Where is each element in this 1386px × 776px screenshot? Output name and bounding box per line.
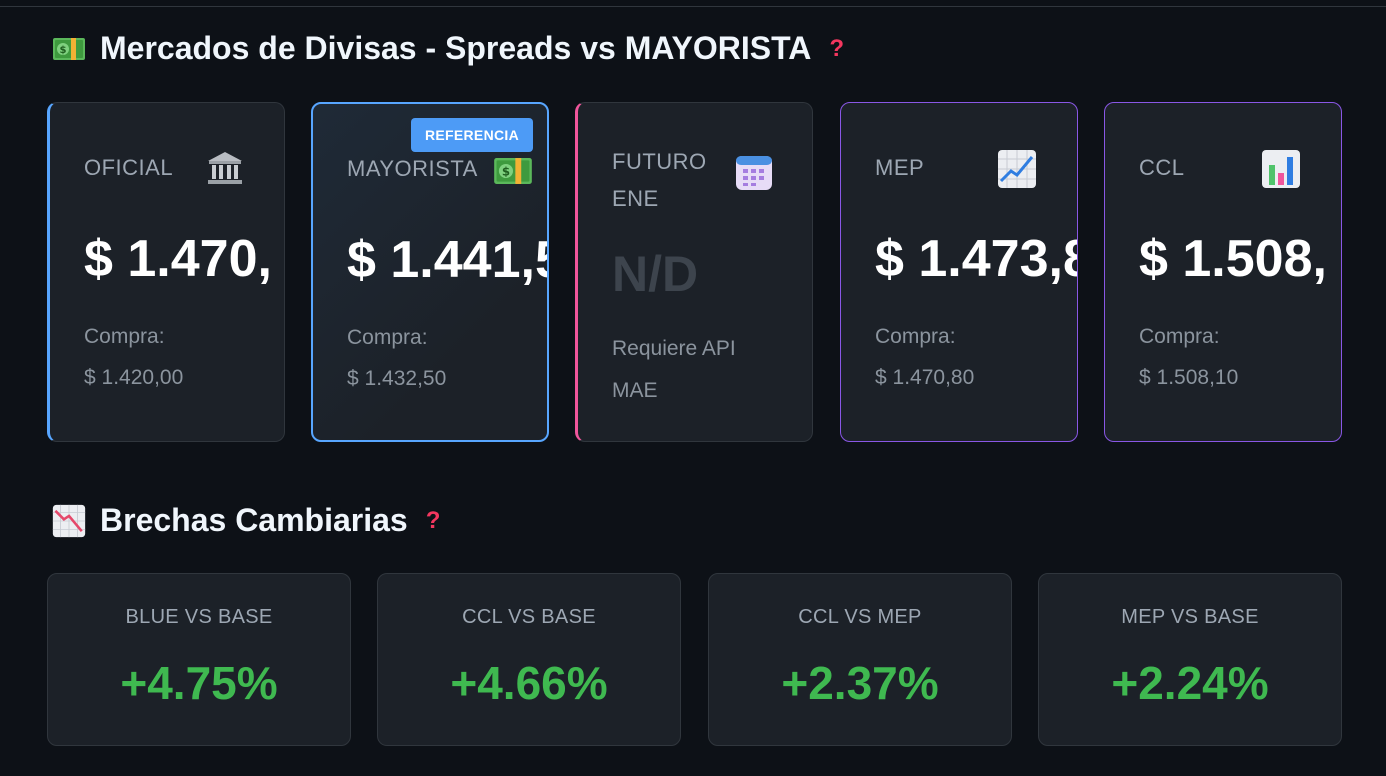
markets-help-icon[interactable]: ? [829, 34, 845, 62]
calendar-icon [734, 153, 772, 191]
sell-price: $ 1.508, [1139, 230, 1327, 288]
card-label: OFICIAL [84, 155, 174, 180]
buy-price: $ 1.508,10 [1139, 366, 1239, 389]
gap-label: MEP VS BASE [1121, 606, 1259, 628]
markets-section-title: $ Mercados de Divisas - Spreads vs MAYOR… [52, 30, 844, 67]
chart-down-icon [52, 504, 86, 538]
gap-card-ccl-vs-mep: CCL VS MEP +2.37% [708, 573, 1012, 746]
buy-price: $ 1.432,50 [347, 367, 447, 390]
svg-text:$: $ [60, 45, 67, 56]
sell-price: $ 1.470, [84, 230, 272, 288]
gaps-help-icon[interactable]: ? [425, 506, 441, 534]
market-card-oficial[interactable]: OFICIAL $ 1.470, Compra: $ 1.420,00 [47, 102, 285, 442]
api-note: Requiere API [612, 337, 736, 360]
gap-card-blue-vs-base: BLUE VS BASE +4.75% [47, 573, 351, 746]
sell-price: $ 1.441,5 [347, 231, 549, 289]
api-source: MAE [612, 379, 658, 402]
buy-label: Compra: [84, 325, 165, 348]
bar-chart-icon [1261, 149, 1300, 188]
market-card-futuro[interactable]: FUTURO ENE N/D Requiere API MAE [575, 102, 813, 442]
gap-value: +2.37% [781, 657, 939, 709]
money-icon: $ [493, 154, 532, 192]
buy-label: Compra: [1139, 325, 1220, 348]
gap-value: +2.24% [1111, 657, 1269, 709]
gaps-title-text: Brechas Cambiarias [100, 502, 408, 538]
gap-label: CCL VS MEP [798, 606, 922, 628]
sell-price: $ 1.473,8 [875, 230, 1078, 288]
bank-icon [206, 149, 244, 187]
money-icon: $ [52, 35, 86, 63]
gap-label: BLUE VS BASE [125, 606, 273, 628]
gap-card-ccl-vs-base: CCL VS BASE +4.66% [377, 573, 681, 746]
gaps-section-title: Brechas Cambiarias ? [52, 502, 440, 539]
market-card-ccl[interactable]: CCL $ 1.508, Compra: $ 1.508,10 [1104, 102, 1342, 442]
market-card-mep[interactable]: MEP $ 1.473,8 Compra: $ 1.470,80 [840, 102, 1078, 442]
reference-badge: REFERENCIA [410, 118, 533, 152]
chart-up-icon [997, 149, 1036, 188]
card-label: MAYORISTA [347, 156, 478, 181]
card-label: FUTURO ENE [612, 149, 707, 211]
top-divider [0, 0, 1386, 7]
svg-text:$: $ [502, 165, 510, 179]
card-label: MEP [875, 155, 925, 180]
gap-label: CCL VS BASE [462, 606, 596, 628]
buy-label: Compra: [347, 326, 428, 349]
market-card-mayorista[interactable]: REFERENCIA MAYORISTA $ $ 1.441,5 Compra:… [311, 102, 549, 442]
card-label: CCL [1139, 155, 1185, 180]
buy-price: $ 1.470,80 [875, 366, 975, 389]
buy-label: Compra: [875, 325, 956, 348]
gap-value: +4.75% [120, 657, 278, 709]
markets-title-text: Mercados de Divisas - Spreads vs MAYORIS… [100, 30, 812, 66]
gap-value: +4.66% [450, 657, 608, 709]
gap-card-mep-vs-base: MEP VS BASE +2.24% [1038, 573, 1342, 746]
sell-price: N/D [612, 246, 699, 302]
buy-price: $ 1.420,00 [84, 366, 184, 389]
